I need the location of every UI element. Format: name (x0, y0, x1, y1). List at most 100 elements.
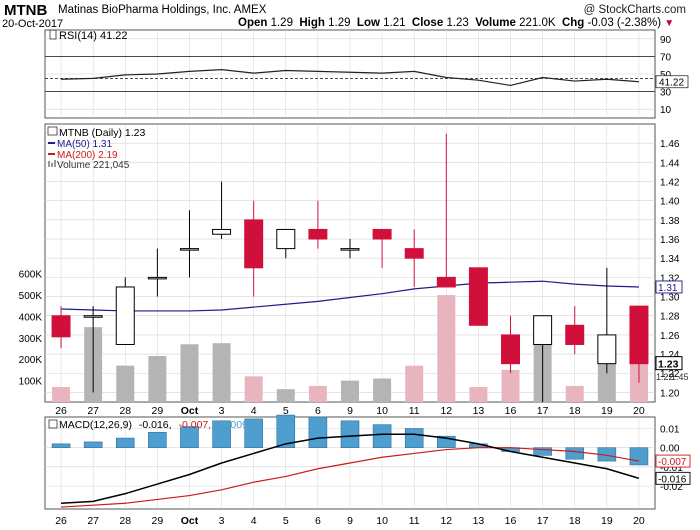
macd-legend-macd: -0.016, (139, 419, 172, 431)
candle-body (404, 248, 424, 259)
volume-bar (597, 357, 616, 402)
volume-bar (52, 387, 71, 402)
ma50-current-label-box (655, 280, 683, 294)
rsi-line (61, 68, 639, 87)
macd-histogram-bar (148, 432, 167, 448)
price-tick-label: 1.32 (660, 273, 680, 284)
macd-legend-hist: -0.009 (218, 419, 248, 431)
macd-tick-label: -0.02 (660, 482, 683, 493)
macd-x-tick-label: 27 (87, 515, 99, 527)
price-x-tick-label: 17 (537, 405, 549, 417)
macd-x-tick-label: 26 (55, 515, 67, 527)
macd-x-tick-label: 28 (119, 515, 131, 527)
price-x-tick-label: 3 (219, 405, 225, 417)
volume-tick-label: 100K (19, 377, 43, 388)
candle-body (565, 324, 585, 345)
macd-histogram-bar (51, 443, 71, 448)
macd-histogram-bar (212, 420, 231, 448)
price-tick-label: 1.36 (660, 235, 680, 246)
price-x-tick-label: 4 (251, 405, 257, 417)
open-value: 1.29 (270, 17, 293, 29)
quote-summary: Open 1.29 High 1.29 Low 1.21 Close 1.23 … (238, 17, 674, 29)
volume-tick-label: 600K (19, 270, 43, 281)
macd-x-tick-label: 4 (251, 515, 257, 527)
volume-bar (244, 376, 263, 402)
low-value: 1.21 (383, 17, 406, 29)
macd-signal-current-box (655, 454, 691, 468)
macd-histogram-bar (180, 426, 199, 448)
price-x-tick-label: 27 (87, 405, 99, 417)
rsi-current-box (655, 75, 689, 89)
ma50-line (61, 280, 639, 312)
price-x-tick-label: 12 (440, 405, 452, 417)
ma50-legend: MA(50) 1.31 (57, 139, 112, 150)
price-x-tick-label: 20 (633, 405, 645, 417)
candle-body (372, 228, 392, 240)
price-legend: MTNB (Daily) 1.23 MA(50) 1.31 MA(200) 2.… (47, 126, 146, 171)
macd-line (61, 433, 640, 504)
macd-histogram-bar (308, 416, 328, 448)
price-tick-label: 1.44 (660, 158, 680, 169)
candle-body (501, 334, 521, 365)
chg-label: Chg (561, 17, 585, 29)
volume-label: Volume (475, 17, 516, 29)
price-tick-label: 1.34 (660, 254, 680, 265)
price-x-tick-label: 18 (569, 405, 581, 417)
ma200-legend: MA(200) 2.19 (57, 150, 118, 161)
price-x-tick-label: 28 (119, 405, 131, 417)
macd-x-tick-label: 13 (473, 515, 485, 527)
candle-body (468, 267, 488, 326)
company-label: Matinas BioPharma Holdings, Inc. (58, 4, 232, 16)
macd-x-tick-label: 20 (633, 515, 645, 527)
rsi-legend: RSI(14) 41.22 (49, 29, 127, 42)
rsi-legend-text: RSI(14) 41.22 (59, 30, 127, 42)
candle-body (597, 334, 617, 365)
macd-x-tick-label: Oct (181, 515, 199, 527)
candle-body (244, 219, 264, 269)
low-label: Low (356, 17, 380, 29)
price-x-tick-label: Oct (181, 405, 199, 417)
volume-overlap-label: 1.45 (671, 372, 689, 382)
candle-body (308, 228, 328, 240)
candle-body (147, 276, 167, 280)
price-legend-text: MTNB (Daily) 1.23 (59, 127, 146, 139)
macd-legend-prefix: MACD(12,26,9) (59, 419, 132, 431)
price-x-tick-label: 13 (473, 405, 485, 417)
price-tick-label: 1.24 (660, 350, 680, 361)
volume-tick-label: 500K (19, 291, 43, 302)
close-current-box (655, 356, 683, 371)
macd-tick-label: 0.00 (660, 444, 680, 455)
macd-current-label: -0.016 (658, 474, 687, 485)
close-current-label: 1.23 (658, 359, 679, 371)
macd-tick-label: 0.01 (660, 425, 680, 436)
volume-bar (469, 387, 488, 402)
macd-histogram-bar (565, 447, 585, 460)
price-tick-label: 1.40 (660, 197, 680, 208)
price-tick-label: 1.26 (660, 331, 680, 342)
macd-x-tick-label: 19 (601, 515, 613, 527)
price-tick-label: 1.28 (660, 312, 680, 323)
rsi-tick-label: 90 (660, 35, 672, 46)
price-tick-label: 1.20 (660, 388, 680, 399)
volume-legend: Volume 221,045 (57, 160, 130, 171)
candle-body (629, 305, 649, 365)
open-label: Open (238, 17, 268, 29)
macd-histogram-bar (83, 441, 103, 448)
candle-body (51, 315, 71, 338)
macd-histogram-bar (340, 420, 360, 448)
volume-bar (148, 356, 167, 402)
close-label: Close (411, 17, 444, 29)
company-name: Matinas BioPharma Holdings, Inc. AMEX (58, 4, 266, 16)
watermark: @ StockCharts.com (583, 4, 686, 16)
candle-body (533, 315, 553, 345)
macd-x-tick-label: 3 (219, 515, 225, 527)
price-tick-label: 1.46 (660, 139, 680, 150)
volume-tick-label: 300K (19, 334, 43, 345)
macd-x-tick-label: 10 (376, 515, 388, 527)
candle-body (276, 228, 296, 250)
volume-bar (116, 365, 135, 402)
volume-bar (341, 380, 359, 402)
macd-histogram-bar (372, 424, 392, 448)
macd-x-tick-label: 5 (283, 515, 289, 527)
